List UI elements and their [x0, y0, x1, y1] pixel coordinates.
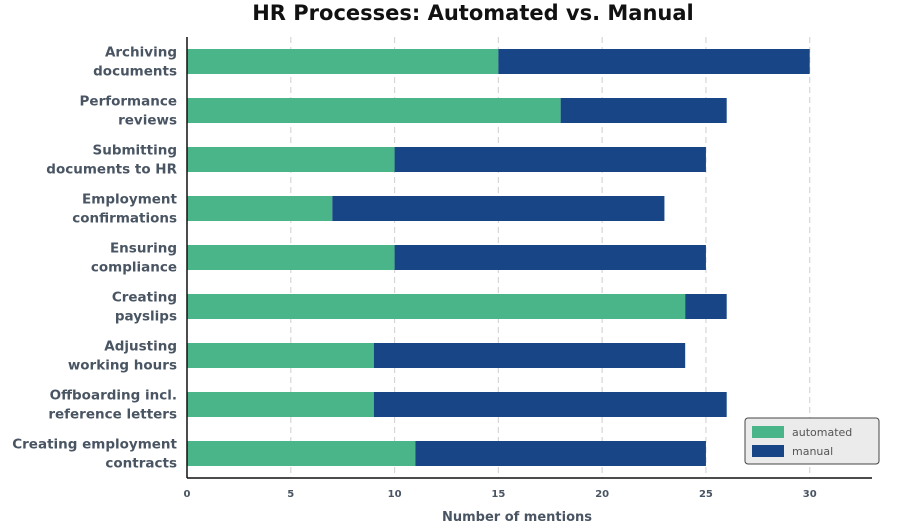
- bar-manual-adjusting-working-hours: [373, 343, 686, 368]
- bar-automated-creating-employment-contracts: [187, 441, 416, 466]
- x-tick-label: 10: [388, 489, 402, 500]
- legend-swatch-manual: [752, 445, 784, 457]
- bar-automated-adjusting-working-hours: [187, 343, 374, 368]
- bar-automated-ensuring-compliance: [187, 245, 395, 270]
- legend-swatch-automated: [752, 426, 784, 438]
- bar-automated-submitting-documents-to-hr: [187, 147, 395, 172]
- category-label: Submitting documents to HR: [46, 143, 177, 178]
- bar-automated-creating-payslips: [187, 294, 686, 319]
- x-tick-label: 25: [699, 489, 713, 500]
- x-tick-label: 0: [184, 489, 191, 500]
- x-axis-title: Number of mentions: [442, 510, 592, 525]
- bar-automated-offboarding-incl-reference-letters: [187, 392, 374, 417]
- x-tick-label: 30: [803, 489, 817, 500]
- bar-automated-employment-confirmations: [187, 196, 333, 221]
- bar-manual-archiving-documents: [498, 49, 810, 74]
- legend: automated manual: [744, 417, 880, 465]
- category-label: Employment confirmations: [72, 192, 177, 227]
- category-labels: Archiving documents Performance reviews Subm…: [12, 45, 177, 472]
- category-label: Creating payslips: [112, 290, 177, 325]
- category-label: Adjusting working hours: [68, 339, 177, 374]
- x-tick-label: 5: [287, 489, 294, 500]
- category-label: Performance reviews: [80, 94, 177, 129]
- bar-manual-creating-employment-contracts: [415, 441, 706, 466]
- bar-automated-archiving-documents: [187, 49, 499, 74]
- category-label: Offboarding incl. reference letters: [48, 388, 177, 423]
- bars-group: [187, 49, 810, 466]
- bar-manual-performance-reviews: [560, 98, 727, 123]
- bar-manual-ensuring-compliance: [394, 245, 706, 270]
- bar-manual-offboarding-incl-reference-letters: [373, 392, 727, 417]
- chart-title: HR Processes: Automated vs. Manual: [252, 1, 694, 25]
- x-tick-label: 20: [595, 489, 609, 500]
- x-tick-labels: 0 5 10 15 20 25 30: [184, 489, 817, 500]
- category-label: Ensuring compliance: [91, 241, 177, 276]
- category-label: Archiving documents: [93, 45, 177, 80]
- legend-label-manual: manual: [792, 445, 833, 458]
- legend-label-automated: automated: [792, 426, 852, 439]
- bar-manual-employment-confirmations: [332, 196, 665, 221]
- category-label: Creating employment contracts: [12, 437, 177, 472]
- bar-manual-creating-payslips: [685, 294, 727, 319]
- bar-manual-submitting-documents-to-hr: [394, 147, 706, 172]
- x-tick-label: 15: [491, 489, 505, 500]
- bar-automated-performance-reviews: [187, 98, 561, 123]
